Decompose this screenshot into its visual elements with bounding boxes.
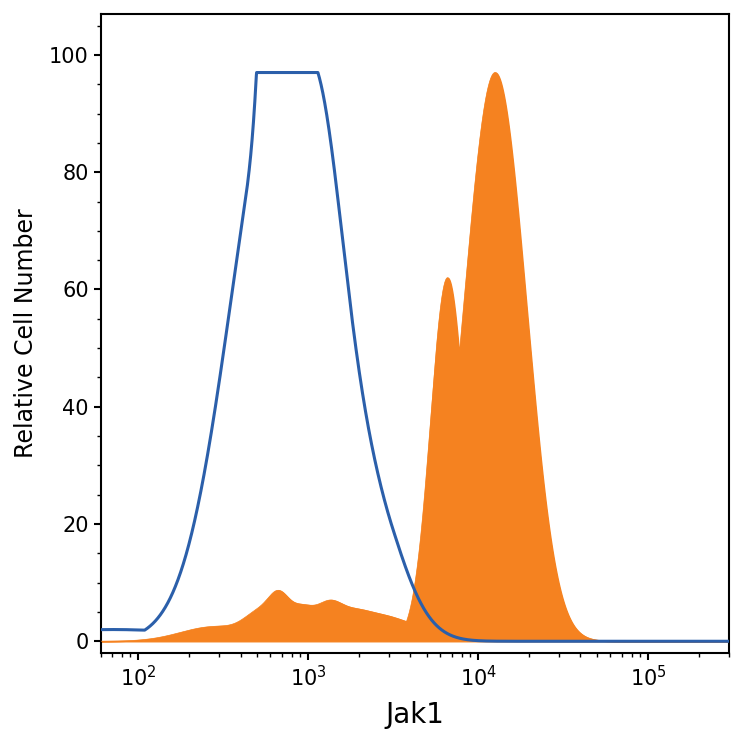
X-axis label: Jak1: Jak1 [386, 701, 444, 729]
Y-axis label: Relative Cell Number: Relative Cell Number [14, 209, 38, 458]
